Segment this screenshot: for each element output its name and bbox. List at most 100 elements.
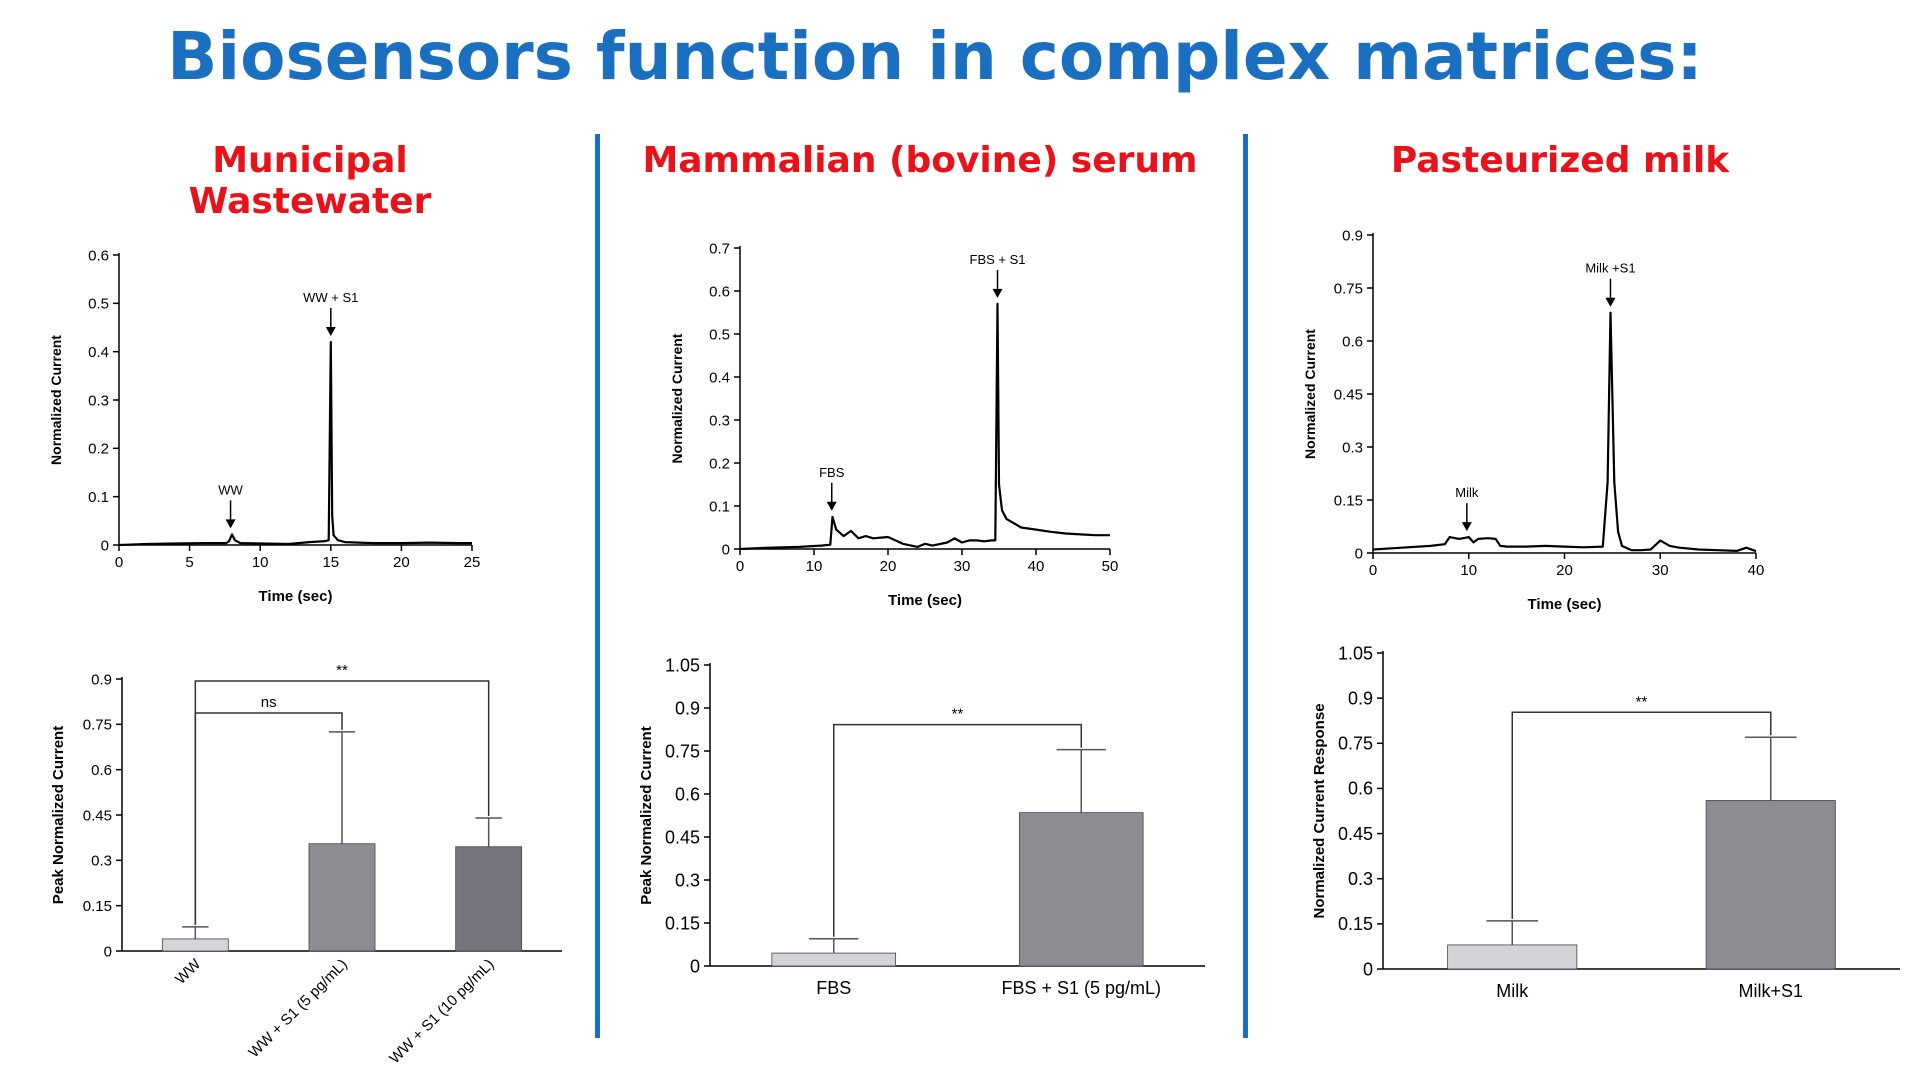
y-axis-label: Normalized Current <box>1302 329 1318 459</box>
y-tick-label: 0.45 <box>1334 386 1363 403</box>
x-tick-label: 50 <box>1102 558 1119 575</box>
x-tick-label: 30 <box>954 558 971 575</box>
y-tick-label: 0.4 <box>709 369 730 386</box>
y-tick-label: 0.6 <box>709 283 730 300</box>
annotation-label: WW + S1 <box>303 290 358 305</box>
y-tick-label: 0.9 <box>91 671 112 688</box>
x-axis-label: Time (sec) <box>259 588 333 605</box>
y-tick-label: 0 <box>690 956 700 976</box>
y-tick-label: 0.7 <box>709 240 730 257</box>
y-tick-label: 0.6 <box>91 762 112 779</box>
y-tick-label: 0.9 <box>675 698 700 718</box>
y-tick-label: 0.6 <box>675 784 700 804</box>
y-tick-label: 0.15 <box>1334 492 1363 509</box>
bar <box>308 843 376 952</box>
y-tick-label: 0.3 <box>1342 439 1363 456</box>
y-tick-label: 0.45 <box>83 807 112 824</box>
x-tick-label: 10 <box>806 558 823 575</box>
y-tick-label: 0.3 <box>88 392 109 409</box>
annotation-label: Milk +S1 <box>1585 261 1635 276</box>
trace-line <box>118 340 472 547</box>
annotation-arrowhead <box>325 327 336 336</box>
x-tick-label: Milk+S1 <box>1738 981 1803 1001</box>
y-tick-label: 0.1 <box>88 489 109 506</box>
bar <box>1705 800 1836 970</box>
panel-divider-left <box>595 134 600 1038</box>
y-tick-label: 0.75 <box>1338 734 1373 754</box>
x-tick-label: 0 <box>1369 562 1377 579</box>
y-axis-label: Peak Normalized Current <box>50 726 67 904</box>
x-tick-label: FBS <box>816 978 851 998</box>
y-tick-label: 0.3 <box>675 870 700 890</box>
y-tick-label: 0.45 <box>665 827 700 847</box>
significance-bracket <box>1511 711 1772 919</box>
bar <box>771 952 897 967</box>
y-tick-label: 0 <box>1355 545 1363 562</box>
y-tick-label: 1.05 <box>665 655 700 675</box>
significance-label: ** <box>952 706 964 723</box>
y-tick-label: 0.75 <box>83 717 112 734</box>
bar <box>455 846 523 952</box>
x-tick-label: 10 <box>252 554 269 571</box>
y-tick-label: 0.75 <box>665 741 700 761</box>
y-tick-label: 0 <box>722 541 730 558</box>
x-tick-label: 0 <box>736 558 744 575</box>
significance-label: ** <box>336 662 348 679</box>
page-title: Biosensors function in complex matrices: <box>167 18 1703 95</box>
panel-title-milk: Pasteurized milk <box>1390 140 1730 181</box>
x-tick-label: 20 <box>880 558 897 575</box>
y-tick-label: 0.45 <box>1338 824 1373 844</box>
x-tick-label: 20 <box>1556 562 1573 579</box>
y-tick-label: 0 <box>104 943 112 960</box>
y-tick-label: 0.2 <box>709 455 730 472</box>
annotation-label: FBS <box>819 465 845 480</box>
y-tick-label: 0.15 <box>665 913 700 933</box>
annotation-label: WW <box>218 482 243 497</box>
y-tick-label: 0.6 <box>1348 779 1373 799</box>
x-tick-label: 15 <box>322 554 339 571</box>
y-axis-label: Normalized Current <box>48 335 64 465</box>
x-tick-label: FBS + S1 (5 pg/mL) <box>1001 978 1161 998</box>
trace-line <box>1372 311 1757 553</box>
x-tick-label: 25 <box>464 554 481 571</box>
y-tick-label: 0.5 <box>88 296 109 313</box>
y-tick-label: 0 <box>101 537 109 554</box>
y-axis-label: Normalized Current <box>669 333 685 463</box>
annotation-label: Milk <box>1455 485 1479 500</box>
y-tick-label: 0.5 <box>709 326 730 343</box>
bar <box>1018 812 1144 967</box>
x-axis-label: Time (sec) <box>888 592 962 609</box>
x-tick-label: 5 <box>185 554 193 571</box>
panel-title-serum: Mammalian (bovine) serum <box>642 140 1198 181</box>
y-tick-label: 0.15 <box>1338 914 1373 934</box>
x-tick-label: 10 <box>1460 562 1477 579</box>
y-tick-label: 1.05 <box>1338 643 1373 663</box>
y-tick-label: 0.3 <box>709 412 730 429</box>
x-tick-label: 40 <box>1028 558 1045 575</box>
significance-bracket <box>194 680 490 925</box>
annotation-arrowhead <box>1461 522 1472 532</box>
annotation-label: FBS + S1 <box>970 252 1026 267</box>
y-tick-label: 0.6 <box>1342 333 1363 350</box>
y-tick-label: 0.6 <box>88 247 109 264</box>
y-axis-label: Normalized Current Response <box>1311 703 1328 918</box>
significance-bracket <box>833 723 1082 937</box>
annotation-arrowhead <box>826 501 837 511</box>
bar <box>1447 944 1578 970</box>
y-tick-label: 0.15 <box>83 898 112 915</box>
panel-title-wastewater: Municipal Wastewater <box>188 140 432 222</box>
x-tick-label: 20 <box>393 554 410 571</box>
annotation-arrowhead <box>992 288 1003 298</box>
x-tick-label: 40 <box>1748 562 1765 579</box>
y-tick-label: 0.75 <box>1334 280 1363 297</box>
x-tick-label: 30 <box>1652 562 1669 579</box>
y-tick-label: 0.3 <box>91 853 112 870</box>
panel-divider-right <box>1243 134 1248 1038</box>
y-tick-label: 0.3 <box>1348 869 1373 889</box>
annotation-arrowhead <box>225 519 236 529</box>
x-tick-label: Milk <box>1496 981 1529 1001</box>
